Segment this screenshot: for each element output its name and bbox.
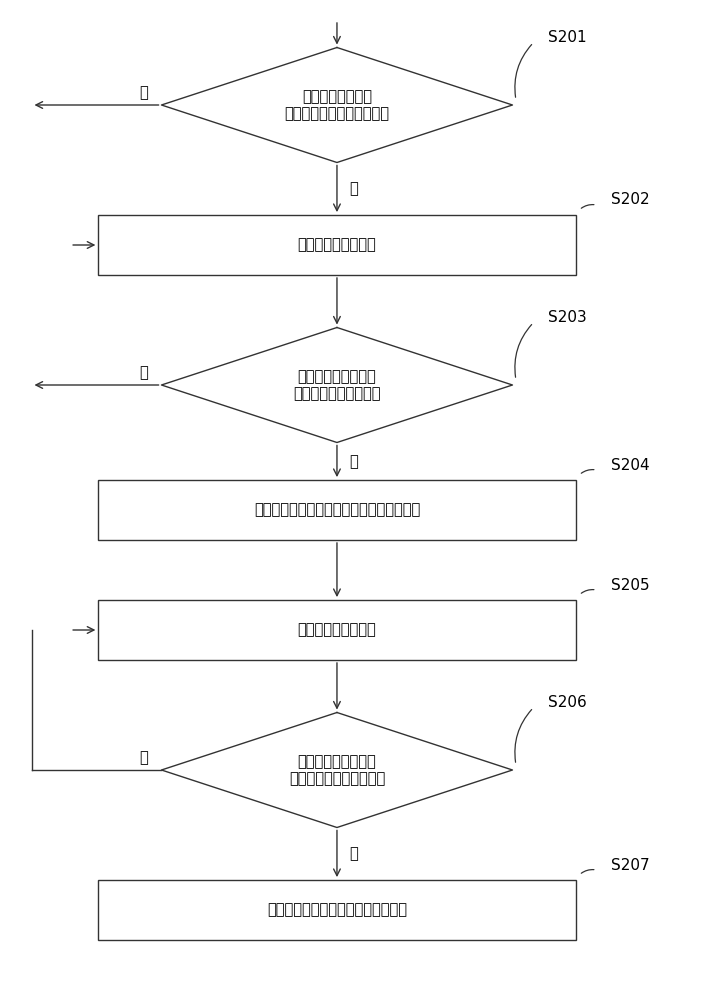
Text: 否: 否 (140, 365, 148, 380)
Text: S204: S204 (611, 458, 649, 473)
Text: 是: 是 (140, 750, 148, 766)
Bar (98, 600, 576, 660)
Text: S202: S202 (611, 192, 649, 208)
Text: S205: S205 (611, 577, 649, 592)
Text: 得到高于第一低电量阀值的第二低电量阀值: 得到高于第一低电量阀值的第二低电量阀值 (254, 502, 420, 518)
Text: 获取终端的当前功耗: 获取终端的当前功耗 (298, 237, 376, 252)
Bar (98, 880, 576, 940)
Bar (98, 480, 576, 540)
Text: 检测终端是否开启
低电量阀值的动态调整功能: 检测终端是否开启 低电量阀值的动态调整功能 (284, 89, 390, 121)
Text: 判断终端的当前功耗
是否超过指定功耗阀值: 判断终端的当前功耗 是否超过指定功耗阀值 (293, 369, 380, 401)
Polygon shape (161, 47, 512, 162)
Text: S201: S201 (548, 30, 586, 45)
Text: S207: S207 (611, 857, 649, 872)
Polygon shape (161, 328, 512, 442)
Text: 否: 否 (140, 86, 148, 101)
Text: S203: S203 (548, 310, 586, 325)
Text: 输出终端进入低电量状态的提示信息: 输出终端进入低电量状态的提示信息 (267, 902, 407, 918)
Text: 判断终端的当前电量
是否大于第二低电量阀值: 判断终端的当前电量 是否大于第二低电量阀值 (289, 754, 385, 786)
Text: 是: 是 (350, 454, 358, 469)
Text: 是: 是 (350, 181, 358, 196)
Text: 检测终端的当前电量: 检测终端的当前电量 (298, 622, 376, 638)
Text: 否: 否 (350, 846, 358, 861)
Polygon shape (161, 712, 512, 827)
Bar (98, 215, 576, 275)
Text: S206: S206 (548, 695, 586, 710)
